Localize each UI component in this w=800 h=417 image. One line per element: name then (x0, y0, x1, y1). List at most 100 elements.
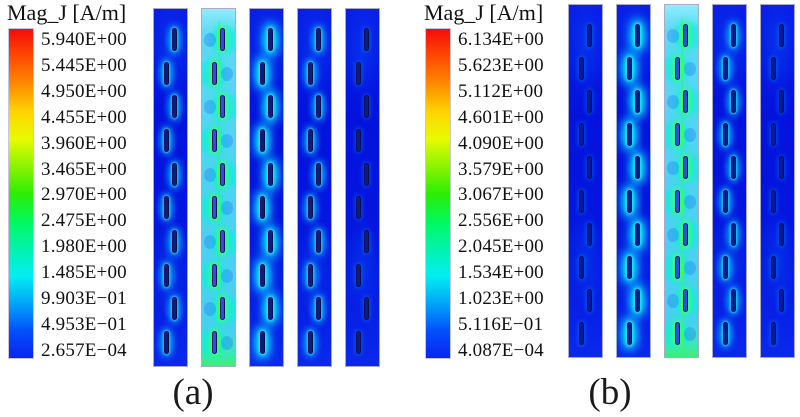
slot-cell (346, 259, 379, 293)
legend-value: 3.960E+00 (41, 132, 127, 154)
legend-value: 5.112E+00 (458, 80, 544, 102)
slot (267, 162, 273, 186)
slot (355, 263, 361, 287)
slot (211, 196, 217, 220)
slot (730, 289, 736, 313)
legend-value: 2.556E+00 (458, 210, 544, 232)
slot (778, 289, 784, 313)
slot-cell (250, 259, 283, 293)
slot (682, 23, 688, 47)
slot-cell (346, 23, 379, 57)
slot (674, 123, 680, 147)
legend-value: 1.980E+00 (41, 236, 127, 258)
slot-cell (761, 318, 794, 351)
slot (722, 123, 728, 147)
antenna-strip (616, 4, 651, 358)
slot-cell (154, 225, 187, 259)
slot-cell (346, 158, 379, 192)
slot (634, 23, 640, 47)
slot (171, 297, 177, 321)
slot-cell (569, 185, 602, 218)
slot (211, 263, 217, 287)
slot (259, 331, 265, 355)
slot-cell (761, 19, 794, 52)
slot-cell (154, 90, 187, 124)
slot (634, 90, 640, 113)
slot-cell (617, 119, 650, 152)
slot (307, 61, 313, 85)
strips-a (153, 8, 380, 367)
slot-cell (250, 90, 283, 124)
slot (171, 162, 177, 186)
slot-cell (298, 57, 331, 91)
slot (259, 128, 265, 152)
slot (363, 230, 369, 254)
slot-cell (713, 19, 746, 52)
antenna-strip (664, 4, 699, 358)
slot-cell (250, 124, 283, 158)
slot-cell (154, 326, 187, 360)
slot (778, 23, 784, 47)
slot (267, 27, 273, 51)
slot (770, 123, 776, 147)
slot-cell (713, 285, 746, 318)
slot-cell (569, 119, 602, 152)
slot (586, 289, 592, 313)
slot (722, 322, 728, 346)
slot (355, 331, 361, 355)
slot-cell (346, 192, 379, 226)
slot-cell (569, 85, 602, 118)
slot (163, 331, 169, 355)
slot-cell (761, 152, 794, 185)
slot (674, 56, 680, 80)
slot (626, 123, 632, 147)
slot-cell (298, 192, 331, 226)
slot-cell (346, 293, 379, 327)
legend-value: 5.623E+00 (458, 54, 544, 76)
slot (770, 56, 776, 80)
slot-cell (569, 318, 602, 351)
legend-value: 2.970E+00 (41, 184, 127, 206)
slot-cell (154, 158, 187, 192)
legend-value: 3.579E+00 (458, 158, 544, 180)
slot (315, 27, 321, 51)
slot (626, 322, 632, 346)
legend-value: 1.023E+00 (458, 288, 544, 310)
slot-cell (761, 52, 794, 85)
slot-cell (713, 185, 746, 218)
legend-title: Mag_J [A/m] (7, 0, 127, 25)
slot (355, 196, 361, 220)
slot-cell (665, 312, 698, 357)
slot (355, 128, 361, 152)
slot-cell (713, 52, 746, 85)
slot (355, 61, 361, 85)
legend-value: 5.116E−01 (458, 313, 544, 335)
slot-cell (202, 321, 235, 365)
legend-value: 1.534E+00 (458, 262, 544, 284)
slot (363, 162, 369, 186)
legend-value: 2.657E−04 (41, 339, 127, 361)
slot-cell (250, 192, 283, 226)
slot (586, 156, 592, 180)
slot-cell (154, 293, 187, 327)
slot (219, 27, 225, 51)
panel-a: Mag_J [A/m] 5.940E+00 5.445E+00 4.950E+00 4… (3, 0, 383, 417)
slot-cell (617, 19, 650, 52)
slot (171, 27, 177, 51)
slot (315, 230, 321, 254)
slot (307, 263, 313, 287)
slot-cell (154, 23, 187, 57)
slot-cell (761, 285, 794, 318)
slot-cell (250, 326, 283, 360)
slot (259, 196, 265, 220)
slot (730, 90, 736, 113)
slot-cell (298, 90, 331, 124)
slot (578, 189, 584, 213)
slot-cell (154, 259, 187, 293)
slot (626, 56, 632, 80)
legend-value: 4.087E−04 (458, 339, 544, 361)
antenna-strip (249, 8, 284, 367)
slot-cell (617, 285, 650, 318)
slot (778, 156, 784, 180)
slot (578, 256, 584, 280)
